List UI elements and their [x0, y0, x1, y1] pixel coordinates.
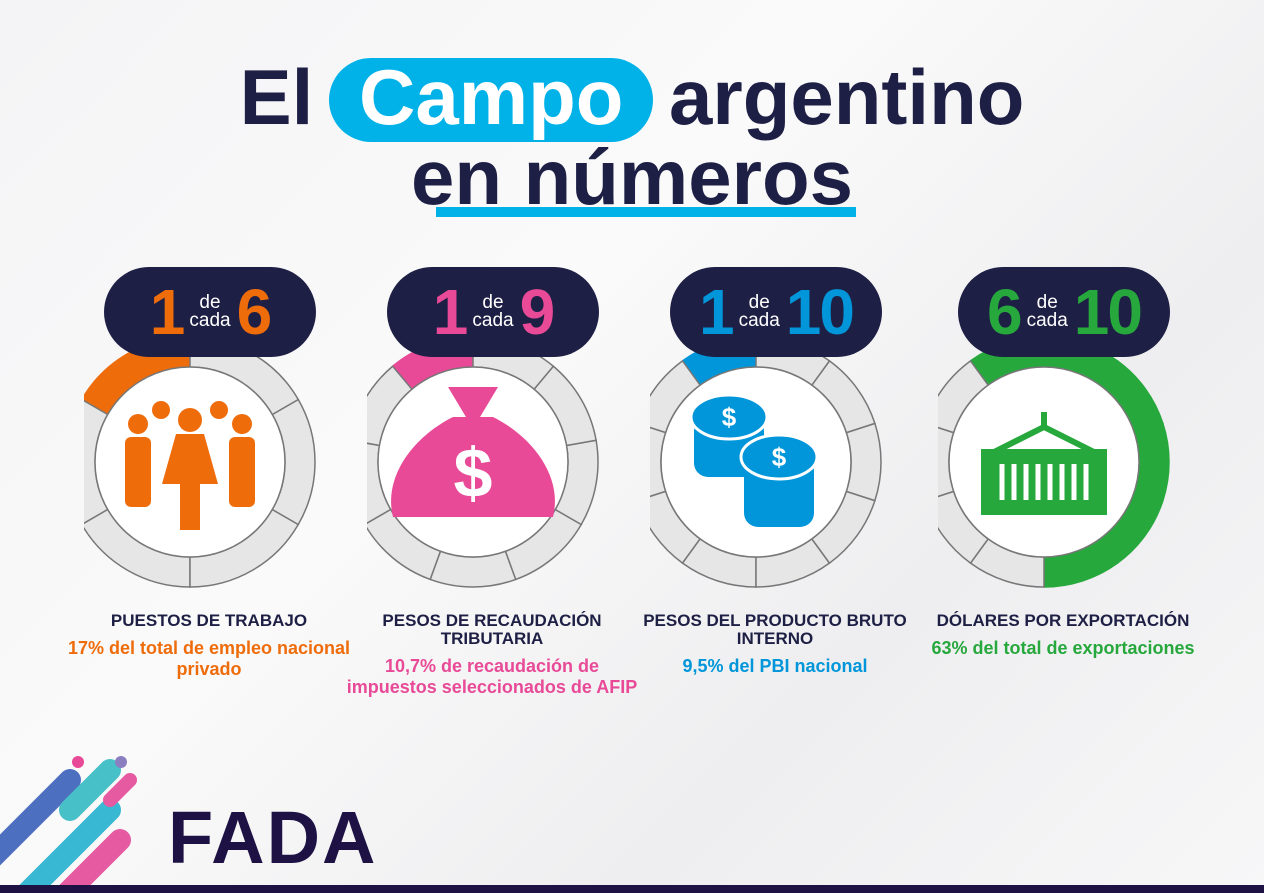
title-word: argentino	[669, 53, 1025, 141]
ratio-denominator: 9	[519, 276, 556, 348]
stat-label: PESOS DE RECAUDACIÓN TRIBUTARIA 10,7% de …	[342, 612, 642, 698]
title-word: El	[239, 53, 314, 141]
title-underline	[436, 207, 856, 217]
ring-chart	[84, 336, 316, 588]
title-highlight: Campo	[329, 58, 654, 142]
people-icon	[125, 401, 255, 530]
ratio-numerator: 6	[987, 276, 1023, 348]
title-line-1: El Campo argentino	[0, 58, 1264, 142]
cada-text: cada	[189, 310, 231, 331]
title-line-2: en números	[410, 133, 854, 221]
stat-detail: 9,5% del PBI nacional	[682, 656, 868, 676]
stat-heading: PESOS DEL PRODUCTO BRUTO INTERNO	[643, 611, 907, 648]
stat-label: DÓLARES POR EXPORTACIÓN 63% del total de …	[913, 612, 1213, 659]
stat-heading: PUESTOS DE TRABAJO	[110, 611, 308, 630]
ratio-denominator: 6	[236, 276, 273, 348]
de-text: de	[748, 292, 770, 313]
decorative-stripes	[0, 756, 137, 893]
stat-heading: DÓLARES POR EXPORTACIÓN	[936, 611, 1190, 630]
de-cada: de cada	[1026, 292, 1068, 331]
fada-logo: FADA	[168, 796, 378, 879]
stat-heading: PESOS DE RECAUDACIÓN TRIBUTARIA	[382, 611, 602, 648]
ring-chart: $$	[650, 336, 882, 588]
svg-text:$: $	[722, 402, 737, 432]
money-bag-icon: $	[391, 387, 555, 517]
cada-text: cada	[738, 310, 780, 331]
footer-bar	[0, 885, 1264, 893]
cada-text: cada	[1026, 310, 1068, 331]
ratio-numerator: 1	[699, 276, 735, 348]
coins-icon: $$	[689, 393, 819, 527]
ratio-pill: 1 de cada 6	[104, 267, 316, 357]
stat-detail: 17% del total de empleo nacional privado	[67, 638, 351, 679]
ratio-numerator: 1	[149, 276, 186, 348]
ratio-pill: 6 de cada 10	[958, 267, 1170, 357]
de-text: de	[199, 292, 221, 313]
stat-label: PUESTOS DE TRABAJO 17% del total de emple…	[59, 612, 359, 680]
cada-text: cada	[472, 310, 514, 331]
svg-text:$: $	[454, 434, 493, 512]
ring-chart: $	[367, 336, 599, 588]
de-cada: de cada	[472, 292, 514, 331]
stat-label: PESOS DEL PRODUCTO BRUTO INTERNO 9,5% del…	[625, 612, 925, 677]
stat-detail: 63% del total de exportaciones	[931, 638, 1195, 658]
ratio-denominator: 10	[1073, 276, 1143, 348]
de-text: de	[482, 292, 504, 313]
ratio-numerator: 1	[432, 276, 469, 348]
container-icon	[981, 412, 1107, 515]
de-cada: de cada	[738, 292, 780, 331]
svg-text:$: $	[772, 442, 787, 472]
de-text: de	[1036, 292, 1058, 313]
de-cada: de cada	[189, 292, 231, 331]
stat-detail: 10,7% de recaudación de impuestos selecc…	[346, 656, 638, 697]
ratio-denominator: 10	[785, 276, 855, 348]
ratio-pill: 1 de cada 10	[670, 267, 882, 357]
ratio-pill: 1 de cada 9	[387, 267, 599, 357]
